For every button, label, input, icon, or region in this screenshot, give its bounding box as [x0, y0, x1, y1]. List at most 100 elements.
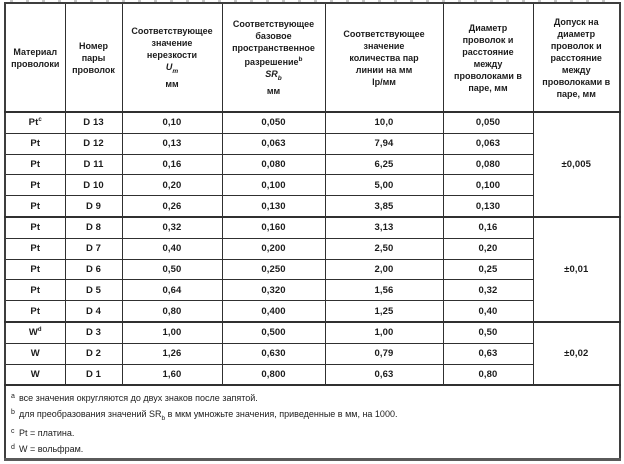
line-pairs-value-cell: 1,25: [324, 300, 444, 323]
line-pairs-value-cell: 2,00: [324, 258, 444, 281]
header-row: Материал проволоки Номер пары проволок С…: [4, 2, 621, 113]
resolution-value-cell: 0,250: [221, 258, 326, 281]
material-cell: Pt: [4, 300, 66, 323]
line-pairs-value-cell: 7,94: [324, 132, 444, 155]
pair-number-cell: D 5: [64, 279, 123, 302]
unsharpness-unit: мм: [165, 78, 179, 89]
pair-number-cell: D 1: [64, 363, 123, 386]
pair-number-cell: D 7: [64, 237, 123, 260]
material-cell: W: [4, 342, 66, 365]
unsharpness-value-cell: 0,20: [121, 174, 223, 197]
unsharpness-symbol: Uт: [165, 62, 179, 75]
unsharpness-value-cell: 1,60: [121, 363, 223, 386]
pair-number-cell: D 13: [64, 111, 123, 134]
col-header-tolerance-label: Допуск на диаметр проволок и расстояние …: [542, 16, 611, 99]
pair-number-cell: D 10: [64, 174, 123, 197]
table-row: Pt D 9 0,26 0,130 3,85 0,130: [4, 195, 620, 218]
line-pairs-value-cell: 1,56: [324, 279, 444, 302]
resolution-value-cell: 0,200: [221, 237, 326, 260]
pair-number-cell: D 8: [64, 215, 123, 239]
col-header-unsharpness: Соответствующее значение нерезкости Uт м…: [121, 2, 223, 113]
col-header-line-pairs-label: Соответствующее значение количества пар …: [343, 28, 425, 75]
table-row: Wd D 3 1,00 0,500 1,00 0,50 ±0,02: [4, 320, 621, 386]
footnote-row: a все значения округляются до двух знаков…: [4, 384, 621, 461]
material-cell: Pt: [4, 174, 66, 197]
footnote-marker: d: [11, 443, 15, 451]
footnote-marker: b: [11, 408, 15, 416]
table-row: Pt D 11 0,16 0,080 6,25 0,080: [4, 153, 620, 176]
diameter-value-cell: 0,50: [442, 320, 534, 344]
pair-number-cell: D 12: [64, 132, 123, 155]
footnote-marker: a: [11, 393, 15, 401]
table-row: Pt D 5 0,64 0,320 1,56 0,32: [4, 279, 620, 302]
line-pairs-value-cell: 5,00: [324, 174, 444, 197]
unsharpness-value-cell: 0,40: [121, 237, 223, 260]
resolution-value-cell: 0,100: [221, 174, 326, 197]
resolution-value-cell: 0,500: [221, 320, 326, 344]
line-pairs-value-cell: 3,13: [324, 215, 444, 239]
col-header-resolution-label: Соответствующее базовое пространственное…: [232, 19, 315, 68]
table-row: Pt D 4 0,80 0,400 1,25 0,40: [4, 300, 620, 323]
resolution-footnote-marker: b: [298, 56, 303, 64]
line-pairs-value-cell: 6,25: [324, 153, 444, 176]
diameter-value-cell: 0,25: [442, 258, 534, 281]
col-header-material-label: Материал проволоки: [11, 46, 60, 69]
material-cell: Wd: [4, 320, 66, 344]
unsharpness-value-cell: 0,64: [121, 279, 223, 302]
table-row: Ptc D 13 0,10 0,050 10,0 0,050 ±0,005: [4, 111, 621, 218]
col-header-material: Материал проволоки: [4, 2, 66, 113]
unsharpness-value-cell: 1,00: [121, 320, 223, 344]
line-pairs-value-cell: 2,50: [324, 237, 444, 260]
material-cell: Ptc: [4, 111, 66, 134]
unsharpness-value-cell: 0,16: [121, 153, 223, 176]
col-header-resolution: Соответствующее базовое пространственное…: [221, 2, 326, 113]
material-cell: Pt: [4, 279, 66, 302]
pair-number-cell: D 11: [64, 153, 123, 176]
diameter-value-cell: 0,050: [442, 111, 534, 134]
unsharpness-value-cell: 0,13: [121, 132, 223, 155]
table-row: Pt D 10 0,20 0,100 5,00 0,100: [4, 174, 620, 197]
pair-number-cell: D 9: [64, 195, 123, 218]
line-pairs-value-cell: 10,0: [324, 111, 444, 134]
diameter-value-cell: 0,080: [442, 153, 534, 176]
footnote-c: c Pt = платина.: [11, 425, 613, 441]
resolution-symbol: SRb: [265, 69, 282, 82]
material-cell: Pt: [4, 132, 66, 155]
diameter-value-cell: 0,20: [442, 237, 534, 260]
tolerance-cell: ±0,02: [532, 320, 621, 386]
diameter-value-cell: 0,80: [442, 363, 534, 386]
col-header-pair-number: Номер пары проволок: [64, 2, 123, 113]
diameter-value-cell: 0,100: [442, 174, 534, 197]
diameter-value-cell: 0,63: [442, 342, 534, 365]
resolution-value-cell: 0,063: [221, 132, 326, 155]
col-header-unsharpness-label: Соответствующее значение нерезкости: [131, 26, 213, 61]
material-cell: Pt: [4, 237, 66, 260]
unsharpness-value-cell: 0,50: [121, 258, 223, 281]
unsharpness-value-cell: 1,26: [121, 342, 223, 365]
material-cell: Pt: [4, 153, 66, 176]
col-header-tolerance: Допуск на диаметр проволок и расстояние …: [532, 2, 621, 113]
resolution-value-cell: 0,630: [221, 342, 326, 365]
resolution-unit: мм: [266, 85, 281, 96]
table-row: Pt D 8 0,32 0,160 3,13 0,16 ±0,01: [4, 215, 621, 323]
line-pairs-value-cell: 1,00: [324, 320, 444, 344]
diameter-value-cell: 0,130: [442, 195, 534, 218]
resolution-value-cell: 0,400: [221, 300, 326, 323]
resolution-value-cell: 0,130: [221, 195, 326, 218]
table-row: Pt D 7 0,40 0,200 2,50 0,20: [4, 237, 620, 260]
resolution-value-cell: 0,080: [221, 153, 326, 176]
duplex-wire-iqi-table: Материал проволоки Номер пары проволок С…: [4, 2, 621, 462]
unsharpness-value-cell: 0,80: [121, 300, 223, 323]
footnotes: a все значения округляются до двух знаков…: [4, 384, 621, 461]
material-cell: Pt: [4, 258, 66, 281]
unsharpness-value-cell: 0,10: [121, 111, 223, 134]
diameter-value-cell: 0,32: [442, 279, 534, 302]
table-row: Pt D 12 0,13 0,063 7,94 0,063: [4, 132, 620, 155]
col-header-diameter-label: Диаметр проволок и расстояние между пров…: [454, 22, 522, 93]
pair-number-cell: D 3: [64, 320, 123, 344]
cropped-text-remnant: [10, 0, 610, 2]
